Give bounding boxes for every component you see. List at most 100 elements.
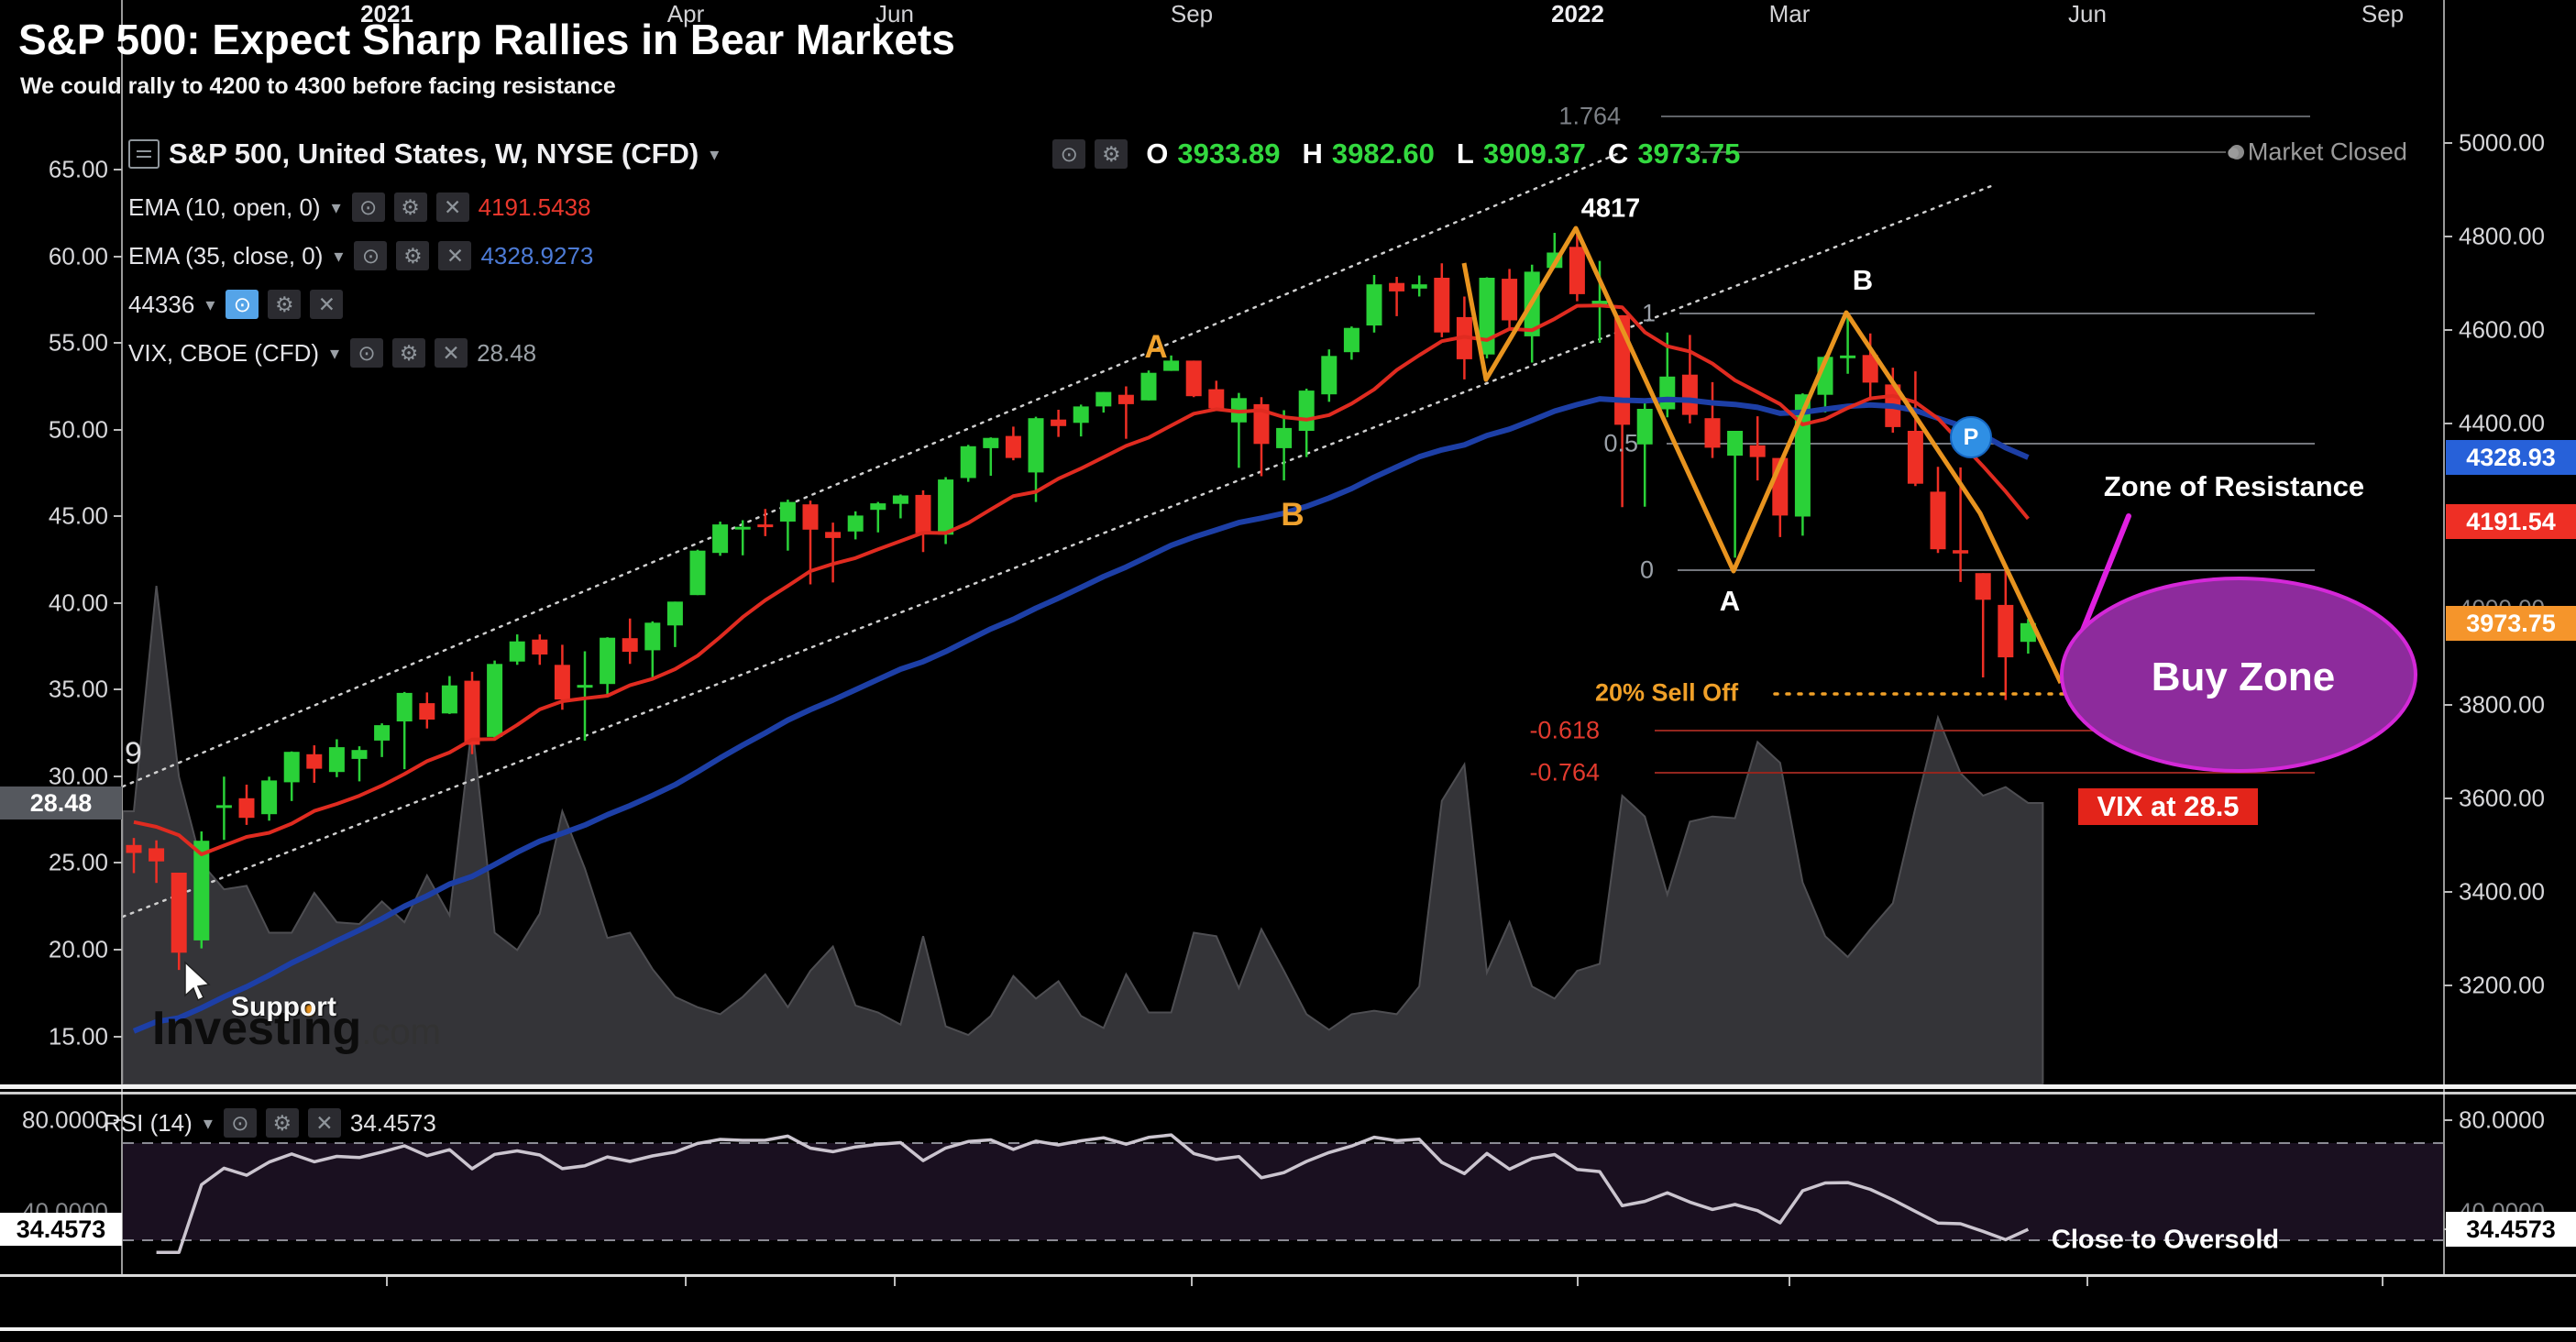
candle-body: [215, 805, 232, 808]
chevron-down-icon[interactable]: ▾: [710, 144, 720, 165]
chevron-down-icon[interactable]: ▾: [330, 343, 340, 364]
vix-axis-label: 15.00: [48, 1022, 108, 1050]
collapse-panel-icon[interactable]: [128, 139, 160, 169]
vix-callout-badge: VIX at 28.5: [2078, 788, 2258, 825]
vix-axis-label: 20.00: [48, 935, 108, 963]
ema35-label[interactable]: EMA (35, close, 0): [128, 241, 324, 270]
high-label: H: [1302, 138, 1323, 170]
eye-icon[interactable]: ⊙: [223, 1108, 257, 1138]
symbol-legend-row[interactable]: S&P 500, United States, W, NYSE (CFD) ▾ …: [128, 138, 1740, 170]
time-axis-label: Mar: [1768, 0, 1811, 28]
legend-row-vix[interactable]: VIX, CBOE (CFD) ▾ ⊙ ⚙ ✕ 28.48: [128, 338, 536, 368]
time-axis-label: 2022: [1551, 0, 1604, 28]
vix-area: [122, 585, 2044, 1085]
stray-digit: 9: [125, 736, 142, 771]
chevron-down-icon[interactable]: ▾: [334, 246, 344, 267]
drawing-label[interactable]: 44336: [128, 290, 195, 318]
close-icon[interactable]: ✕: [310, 290, 344, 319]
candle-body: [1479, 278, 1495, 355]
gear-icon[interactable]: ⚙: [1095, 139, 1128, 169]
candle-body: [238, 798, 255, 819]
eye-icon[interactable]: ⊙: [354, 241, 388, 270]
market-closed-dot: [2229, 145, 2244, 160]
candle-body: [1975, 573, 1991, 600]
candle-body: [577, 685, 593, 688]
eye-icon[interactable]: ⊙: [350, 338, 384, 368]
candle-body: [464, 680, 480, 745]
candle-body: [351, 750, 368, 759]
eye-icon[interactable]: ⊙: [351, 192, 385, 222]
legend-row-drawing[interactable]: 44336 ▾ ⊙ ⚙ ✕: [128, 290, 344, 319]
candle-body: [1095, 391, 1112, 407]
gear-icon[interactable]: ⚙: [393, 192, 427, 222]
chevron-down-icon[interactable]: ▾: [331, 197, 341, 218]
vix-label[interactable]: VIX, CBOE (CFD): [128, 338, 320, 367]
candle-body: [487, 664, 503, 737]
candle-body: [1366, 284, 1382, 326]
vix-axis-label: 50.00: [48, 415, 108, 444]
candle-body: [1005, 435, 1021, 458]
vix-axis-label: 35.00: [48, 675, 108, 703]
legend-row-ema35[interactable]: EMA (35, close, 0) ▾ ⊙ ⚙ ✕ 4328.9273: [128, 241, 593, 270]
peak-price-annotation: 4817: [1580, 193, 1641, 224]
eye-icon[interactable]: ⊙: [226, 290, 259, 319]
candle-body: [554, 665, 570, 700]
close-icon[interactable]: ✕: [435, 338, 468, 368]
fib-level-label: 1.764: [1558, 102, 1621, 130]
gear-icon[interactable]: ⚙: [268, 290, 302, 319]
gear-icon[interactable]: ⚙: [392, 338, 426, 368]
sell-off-annotation: 20% Sell Off: [1595, 678, 1739, 707]
open-value: 3933.89: [1177, 138, 1281, 170]
eye-icon[interactable]: ⊙: [1052, 139, 1086, 169]
panel-separator[interactable]: [0, 1084, 2576, 1089]
close-icon[interactable]: ✕: [307, 1108, 341, 1138]
rsi-label[interactable]: RSI (14): [104, 1108, 193, 1137]
rsi-left-current-tag: 34.4573: [0, 1213, 122, 1246]
vix-axis-label: 65.00: [48, 155, 108, 183]
ema10-label[interactable]: EMA (10, open, 0): [128, 192, 321, 221]
candle-body: [509, 641, 525, 662]
buy-zone-ellipse: [2060, 577, 2417, 773]
candle-body: [1704, 418, 1721, 448]
gear-icon[interactable]: ⚙: [265, 1108, 299, 1138]
bottom-scrollbar[interactable]: [0, 1327, 2576, 1331]
wave-label: B: [1281, 497, 1305, 533]
close-icon[interactable]: ✕: [435, 192, 469, 222]
candle-body: [126, 844, 142, 853]
candle-body: [1140, 372, 1157, 401]
legend-row-rsi[interactable]: RSI (14) ▾ ⊙ ⚙ ✕ 34.4573: [104, 1108, 436, 1138]
candle-body: [1411, 284, 1427, 289]
vix-axis-label: 60.00: [48, 242, 108, 270]
cursor-arrow-icon: [184, 961, 211, 1002]
watermark-main: Investing: [152, 1002, 362, 1055]
symbol-title[interactable]: S&P 500, United States, W, NYSE (CFD): [169, 138, 699, 170]
candle-body: [689, 550, 706, 596]
wave-label: B: [1852, 264, 1874, 296]
chevron-down-icon[interactable]: ▾: [205, 294, 215, 315]
panel-separator-lower[interactable]: [0, 1092, 2576, 1094]
candle-body: [1028, 418, 1044, 473]
time-axis-label: 2021: [360, 0, 413, 28]
vix-axis-label: 40.00: [48, 588, 108, 617]
ema10-line: [133, 303, 2030, 856]
page-title: S&P 500: Expect Sharp Rallies in Bear Ma…: [18, 16, 955, 63]
gear-icon[interactable]: ⚙: [396, 241, 430, 270]
rsi-right-current-tag: 34.4573: [2446, 1212, 2576, 1247]
candle-body: [644, 622, 661, 651]
buy-zone-annotation: Buy Zone: [2151, 654, 2336, 699]
candle-body: [622, 638, 638, 652]
candle-body: [1681, 374, 1698, 415]
candle-body: [1840, 355, 1856, 358]
time-axis-label: Jun: [2068, 0, 2107, 28]
close-icon[interactable]: ✕: [438, 241, 472, 270]
candle-body: [734, 526, 751, 530]
candle-body: [1276, 427, 1293, 448]
legend-row-ema10[interactable]: EMA (10, open, 0) ▾ ⊙ ⚙ ✕ 4191.5438: [128, 192, 591, 222]
channel-line: [121, 152, 1619, 788]
candle-body: [283, 752, 300, 783]
price-axis-label: 5000.00: [2459, 128, 2545, 157]
vix-axis-label: 30.00: [48, 762, 108, 790]
chevron-down-icon[interactable]: ▾: [203, 1113, 213, 1134]
candle-body: [1253, 403, 1270, 445]
